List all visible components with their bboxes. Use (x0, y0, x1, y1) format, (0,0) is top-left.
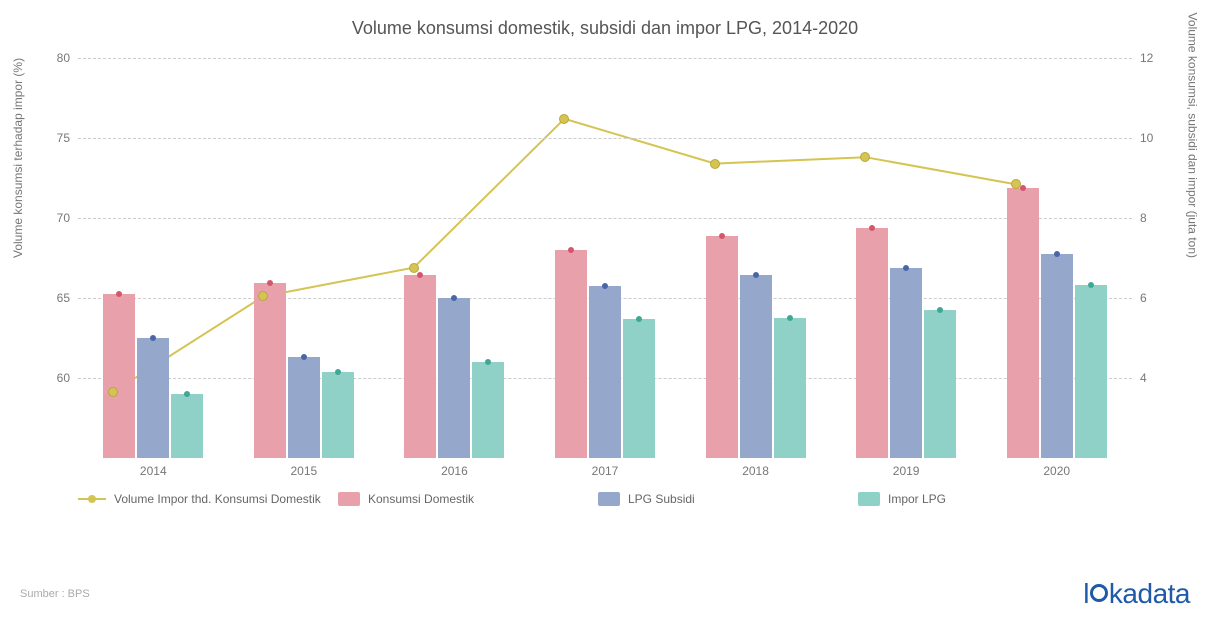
bar-lpg_subsidi (740, 275, 772, 458)
bar-impor_lpg (1075, 285, 1107, 458)
y-tick-left: 75 (57, 131, 78, 145)
legend-swatch-bar-icon (858, 492, 880, 506)
legend-item: Impor LPG (858, 492, 1118, 506)
y-tick-right: 8 (1132, 211, 1147, 225)
plot-area: 6046567087510801220142015201620172018201… (78, 58, 1132, 458)
bar-dot-impor_lpg (485, 359, 491, 365)
bar-impor_lpg (623, 319, 655, 458)
bar-konsumsi_domestik (103, 294, 135, 458)
bar-impor_lpg (171, 394, 203, 458)
bar-dot-lpg_subsidi (602, 283, 608, 289)
bar-dot-lpg_subsidi (1054, 251, 1060, 257)
line-marker (409, 263, 419, 273)
x-tick-label: 2015 (290, 458, 317, 478)
bar-dot-konsumsi_domestik (267, 280, 273, 286)
legend-label: LPG Subsidi (628, 492, 695, 506)
bar-dot-impor_lpg (937, 307, 943, 313)
bar-dot-konsumsi_domestik (719, 233, 725, 239)
grid-line (78, 138, 1132, 139)
legend-label: Impor LPG (888, 492, 946, 506)
source-text: Sumber : BPS (20, 588, 90, 600)
bar-lpg_subsidi (589, 286, 621, 458)
brand-o-icon (1090, 584, 1108, 602)
grid-line (78, 218, 1132, 219)
bar-dot-konsumsi_domestik (869, 225, 875, 231)
bar-impor_lpg (322, 372, 354, 458)
bar-dot-impor_lpg (787, 315, 793, 321)
y-axis-left-title: Volume konsumsi terhadap impor (%) (11, 58, 25, 258)
bar-lpg_subsidi (137, 338, 169, 458)
bar-dot-impor_lpg (636, 316, 642, 322)
line-marker (860, 152, 870, 162)
y-tick-left: 80 (57, 51, 78, 65)
brand-logo: lkadata (1083, 578, 1190, 610)
legend-item: Konsumsi Domestik (338, 492, 598, 506)
chart-container: Volume konsumsi domestik, subsidi dan im… (0, 0, 1210, 628)
x-tick-label: 2017 (592, 458, 619, 478)
line-marker (108, 387, 118, 397)
bar-dot-lpg_subsidi (753, 272, 759, 278)
bar-dot-impor_lpg (335, 369, 341, 375)
bar-dot-impor_lpg (1088, 282, 1094, 288)
line-marker (1011, 179, 1021, 189)
y-tick-left: 65 (57, 291, 78, 305)
bar-dot-konsumsi_domestik (116, 291, 122, 297)
line-marker (258, 291, 268, 301)
y-tick-left: 70 (57, 211, 78, 225)
y-tick-right: 4 (1132, 371, 1147, 385)
grid-line (78, 58, 1132, 59)
legend-item: LPG Subsidi (598, 492, 858, 506)
bar-dot-konsumsi_domestik (568, 247, 574, 253)
bar-impor_lpg (472, 362, 504, 458)
bar-lpg_subsidi (890, 268, 922, 458)
y-tick-right: 12 (1132, 51, 1153, 65)
legend-swatch-line-icon (78, 498, 106, 500)
bar-lpg_subsidi (288, 357, 320, 458)
bar-konsumsi_domestik (404, 275, 436, 458)
bar-lpg_subsidi (438, 298, 470, 458)
y-tick-right: 6 (1132, 291, 1147, 305)
x-tick-label: 2014 (140, 458, 167, 478)
legend-label: Volume Impor thd. Konsumsi Domestik (114, 492, 321, 506)
x-tick-label: 2018 (742, 458, 769, 478)
legend-swatch-bar-icon (338, 492, 360, 506)
legend: Volume Impor thd. Konsumsi Domestik Konsu… (78, 492, 1132, 506)
y-axis-right-title: Volume konsumsi, subsidi dan impor (juta… (1185, 13, 1199, 258)
bar-dot-lpg_subsidi (451, 295, 457, 301)
bar-impor_lpg (774, 318, 806, 458)
x-tick-label: 2019 (893, 458, 920, 478)
y-tick-right: 10 (1132, 131, 1153, 145)
y-tick-left: 60 (57, 371, 78, 385)
bar-konsumsi_domestik (856, 228, 888, 458)
line-marker (710, 159, 720, 169)
bar-konsumsi_domestik (706, 236, 738, 458)
bar-konsumsi_domestik (254, 283, 286, 458)
bar-dot-impor_lpg (184, 391, 190, 397)
x-tick-label: 2020 (1043, 458, 1070, 478)
chart-title: Volume konsumsi domestik, subsidi dan im… (0, 18, 1210, 39)
bar-konsumsi_domestik (555, 250, 587, 458)
bar-dot-lpg_subsidi (903, 265, 909, 271)
bar-dot-lpg_subsidi (150, 335, 156, 341)
legend-swatch-bar-icon (598, 492, 620, 506)
line-marker (559, 114, 569, 124)
bar-lpg_subsidi (1041, 254, 1073, 458)
legend-item: Volume Impor thd. Konsumsi Domestik (78, 492, 338, 506)
bar-impor_lpg (924, 310, 956, 458)
bar-konsumsi_domestik (1007, 188, 1039, 458)
bar-dot-konsumsi_domestik (417, 272, 423, 278)
x-tick-label: 2016 (441, 458, 468, 478)
legend-label: Konsumsi Domestik (368, 492, 474, 506)
bar-dot-lpg_subsidi (301, 354, 307, 360)
